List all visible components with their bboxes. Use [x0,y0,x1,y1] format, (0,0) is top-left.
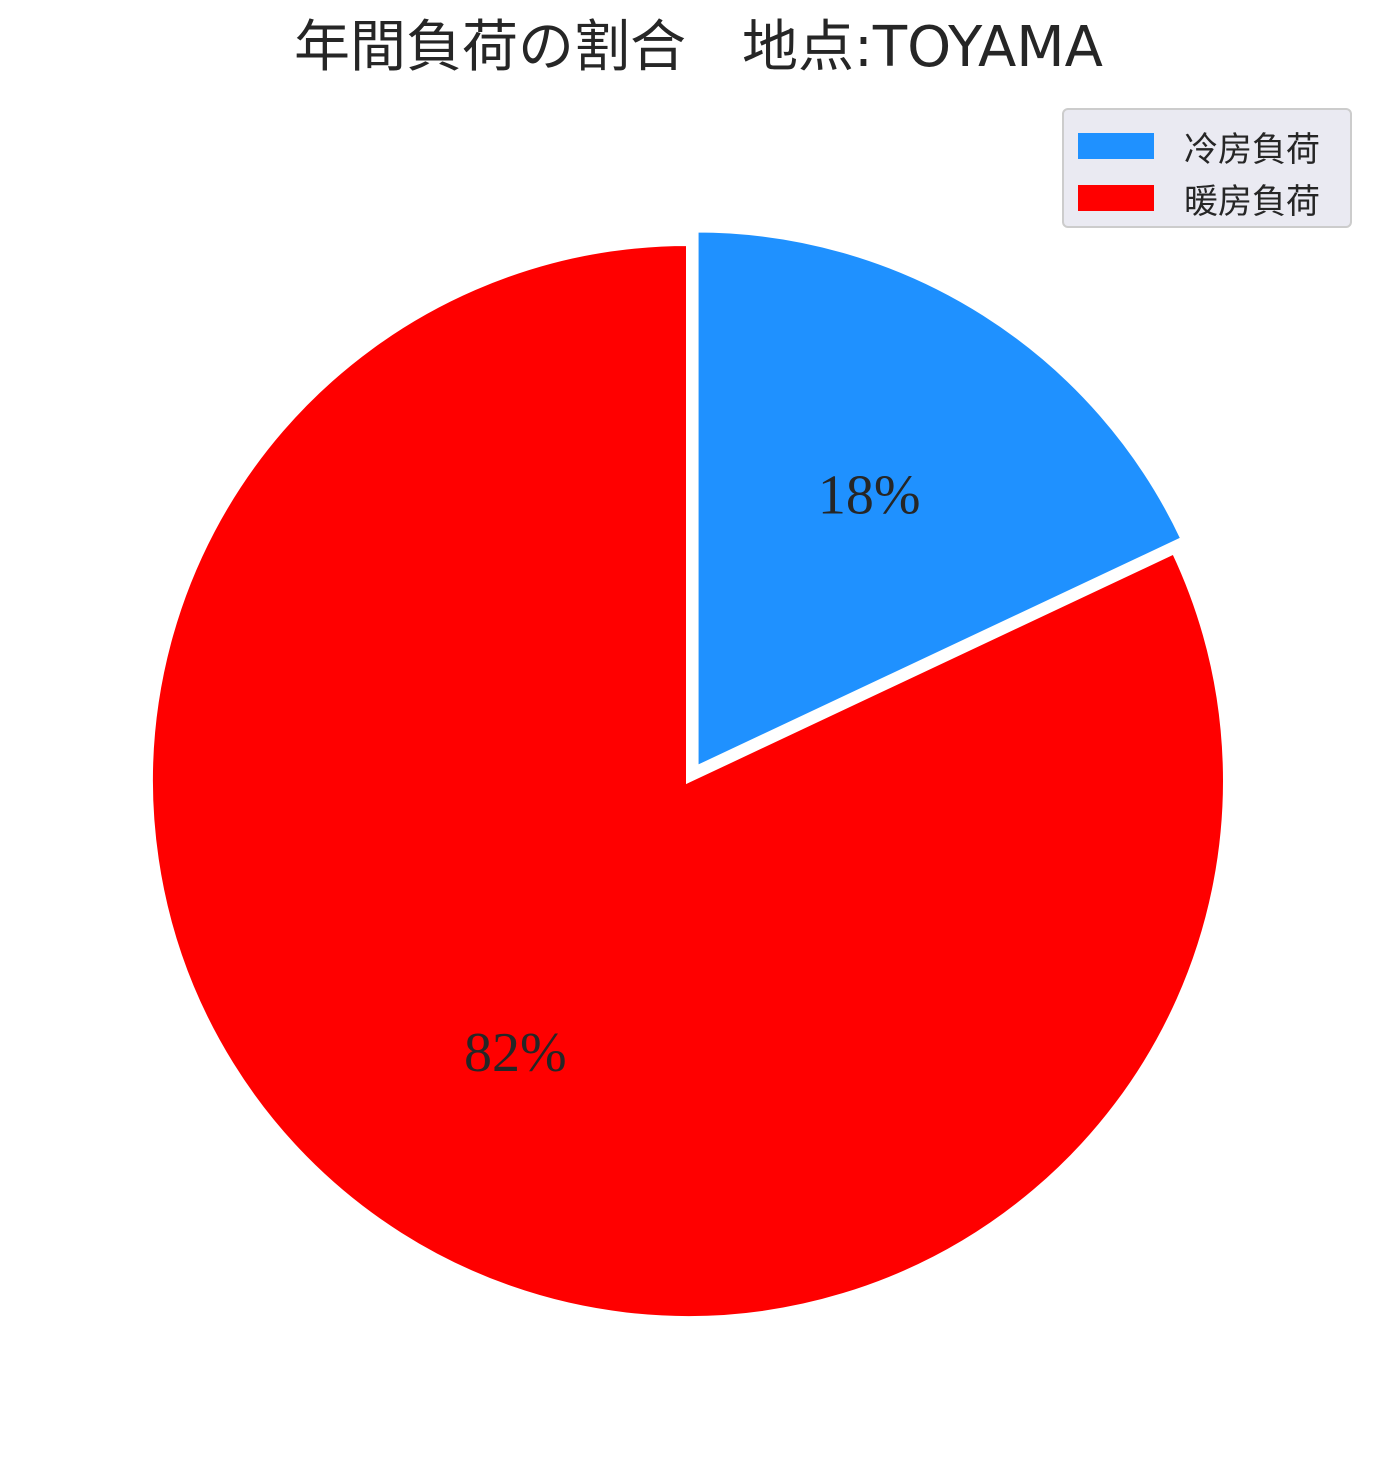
pie-slice-cooling [694,228,1186,771]
pie-value-labels: 18% 82% [464,464,921,1084]
pie-value-label-heating: 82% [464,1022,567,1084]
chart-title: 年間負荷の割合 地点:TOYAMA [294,15,1103,80]
pie-value-label-cooling: 18% [818,464,921,526]
legend-item-heating: 暖房負荷 [1078,172,1336,224]
pie-slice-heating [149,241,1227,1320]
legend-label-cooling: 冷房負荷 [1184,129,1320,170]
legend-label-heating: 暖房負荷 [1184,181,1320,222]
pie-slices [149,228,1227,1320]
legend-swatch-heating [1078,185,1154,211]
chart-legend: 冷房負荷 暖房負荷 [1062,108,1352,228]
legend-swatch-cooling [1078,133,1154,159]
legend-item-cooling: 冷房負荷 [1078,120,1336,172]
